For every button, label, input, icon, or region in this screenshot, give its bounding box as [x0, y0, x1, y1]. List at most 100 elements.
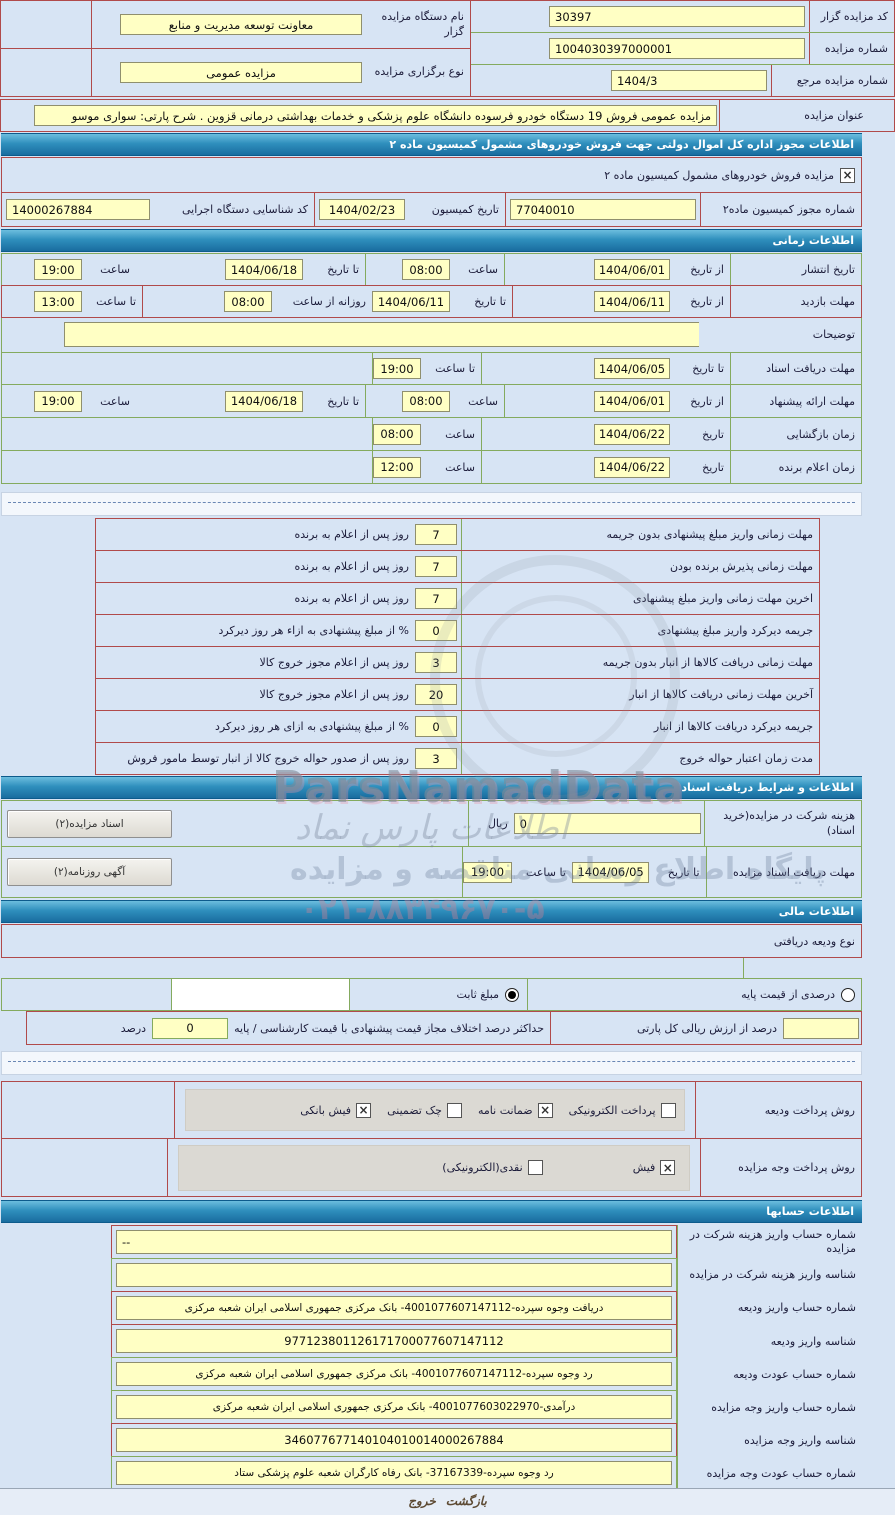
- opening-row: زمان بازگشایی تاریخ 1404/06/22 ساعت 08:0…: [2, 418, 861, 451]
- deadline-value-input[interactable]: 3: [415, 748, 457, 769]
- permit-no-input[interactable]: 77040010: [510, 199, 696, 220]
- madde2-checkbox[interactable]: ×: [840, 167, 855, 183]
- auction-docs-button[interactable]: اسناد مزایده(۲): [7, 809, 173, 838]
- account-value-input[interactable]: رد وجوه سپرده-37167339- بانک رفاه کارگرا…: [116, 1461, 672, 1485]
- secured-check-label: چک تضمینی: [387, 1103, 442, 1117]
- maxdiff-input[interactable]: 0: [152, 1017, 229, 1039]
- deadline-value-input[interactable]: 20: [415, 684, 457, 705]
- secured-check-checkbox[interactable]: [447, 1102, 462, 1118]
- deadline-value-input[interactable]: 7: [415, 524, 457, 545]
- deposit-type-row: نوع ودیعه دریافتی: [1, 924, 862, 958]
- newspaper-ad-button[interactable]: آگهی روزنامه(۲): [7, 858, 173, 886]
- lot-percent-input[interactable]: [783, 1017, 859, 1039]
- deadline-label: اخرین مهلت زمانی واریز مبلغ پیشنهادی: [461, 583, 819, 614]
- docs-table: هزینه شرکت در مزایده(خرید اسناد) 0 ریال …: [1, 800, 862, 898]
- header-right-table: کد مزایده گزار 30397 شماره مزایده 100403…: [470, 0, 895, 97]
- deadline-value-input[interactable]: 3: [415, 652, 457, 673]
- deadline-value-input[interactable]: 7: [415, 588, 457, 609]
- account-value-input[interactable]: 977123801126171700077607147112: [116, 1329, 672, 1353]
- deadline-row: جریمه دیرکرد دریافت کالاها از انبار 0 % …: [95, 710, 820, 743]
- lot-percent-label: درصد از ارزش ریالی کل پارتی: [550, 1012, 783, 1044]
- account-label: شماره حساب عودت ودیعه: [677, 1357, 862, 1391]
- docs-date-input[interactable]: 1404/06/05: [571, 861, 650, 883]
- deadline-suffix: روز پس از اعلام مجوز خروج کالا: [259, 656, 410, 669]
- slip-checkbox[interactable]: ×: [660, 1160, 676, 1175]
- docs-hour-input[interactable]: 19:00: [463, 861, 512, 883]
- deadline-value-input[interactable]: 0: [415, 620, 457, 641]
- winner-hour-input[interactable]: 12:00: [373, 456, 421, 478]
- deadline-suffix: روز پس از صدور حواله خروج کالا از انبار …: [127, 752, 409, 765]
- offer-tohour-input[interactable]: 19:00: [34, 390, 82, 412]
- notes-input[interactable]: [64, 322, 699, 347]
- publish-from-input[interactable]: 1404/06/01: [594, 259, 670, 280]
- fee-row: هزینه شرکت در مزایده(خرید اسناد) 0 ریال …: [2, 801, 861, 847]
- account-value-input[interactable]: [116, 1263, 672, 1287]
- offer-label: مهلت ارائه پیشنهاد: [769, 394, 855, 408]
- commission-date-input[interactable]: 1404/02/23: [319, 199, 405, 220]
- publish-hour-input[interactable]: 08:00: [402, 259, 450, 280]
- guarantee-letter-checkbox[interactable]: ×: [537, 1102, 553, 1118]
- exit-link[interactable]: خروج: [408, 1494, 436, 1508]
- deadline-rows: مهلت زمانی واریز مبلغ پیشنهادی بدون جریم…: [0, 518, 895, 775]
- pay-method-row: روش پرداخت وجه مزایده × فیش نقدی(الکترون…: [1, 1139, 862, 1197]
- deadline-value-input[interactable]: 7: [415, 556, 457, 577]
- auction-no-input[interactable]: 1004030397000001: [549, 38, 805, 59]
- percent-row: درصد از ارزش ریالی کل پارتی حداکثر درصد …: [26, 1011, 862, 1045]
- bank-slip-label: فیش بانکی: [300, 1103, 352, 1117]
- publish-tohour-label: ساعت: [100, 263, 130, 276]
- doc-deadline-date-input[interactable]: 1404/06/05: [594, 358, 670, 379]
- doc-deadline-hour-input[interactable]: 19:00: [373, 358, 421, 379]
- visit-row: مهلت بازدید از تاریخ 1404/06/11 تا تاریخ…: [1, 285, 862, 318]
- account-value-input[interactable]: رد وجوه سپرده-4001077607147112- بانک مرک…: [116, 1362, 672, 1386]
- account-label: شماره حساب واریز وجه مزایده: [677, 1390, 862, 1424]
- deposit-method-label: روش پرداخت ودیعه: [694, 1082, 861, 1138]
- opening-date-input[interactable]: 1404/06/22: [594, 423, 670, 445]
- permit-no-label: شماره مجوز کمیسیون ماده۲: [700, 193, 861, 226]
- accounts-section-bar: اطلاعات حسابها: [1, 1200, 862, 1223]
- exec-code-input[interactable]: 14000267884: [6, 199, 150, 220]
- account-label: شماره حساب واریز ودیعه: [677, 1291, 862, 1325]
- percent-of-base-radio[interactable]: [841, 987, 855, 1002]
- opening-hour-input[interactable]: 08:00: [373, 423, 421, 445]
- ref-no-input[interactable]: 1404/3: [611, 70, 767, 91]
- winner-row: زمان اعلام برنده تاریخ 1404/06/22 ساعت 1…: [2, 451, 861, 483]
- account-value-input[interactable]: دریافت وجوه سپرده-4001077607147112- بانک…: [116, 1296, 672, 1320]
- auction-title-input[interactable]: مزایده عمومی فروش 19 دستگاه خودرو فرسوده…: [34, 105, 717, 126]
- fee-unit-label: ریال: [487, 817, 508, 830]
- account-label: شناسه واریز ودیعه: [677, 1324, 862, 1358]
- visit-to-input[interactable]: 1404/06/11: [372, 291, 450, 312]
- account-value-input[interactable]: 346077677140104010014000267884: [116, 1428, 672, 1452]
- offer-to-label: تا تاریخ: [327, 394, 359, 408]
- deadline-value-input[interactable]: 0: [415, 716, 457, 737]
- account-label: شماره حساب واریز هزینه شرکت در مزایده: [677, 1225, 862, 1259]
- offer-to-input[interactable]: 1404/06/18: [225, 390, 303, 412]
- org-name-input[interactable]: معاونت توسعه مدیریت و منابع: [120, 14, 362, 35]
- deadline-suffix: روز پس از اعلام مجوز خروج کالا: [259, 688, 410, 701]
- opening-hour-label: ساعت: [445, 427, 475, 441]
- offer-from-input[interactable]: 1404/06/01: [594, 390, 670, 412]
- account-value-input[interactable]: درآمدی-4001077603022970- بانک مرکزی جمهو…: [116, 1395, 672, 1419]
- publish-tohour-input[interactable]: 19:00: [34, 259, 82, 280]
- fixed-amount-input[interactable]: [171, 979, 349, 1010]
- account-value-input[interactable]: --: [116, 1230, 672, 1254]
- visit-daily-input[interactable]: 08:00: [224, 291, 272, 312]
- back-link[interactable]: بازگشت: [445, 1494, 487, 1508]
- cash-electronic-checkbox[interactable]: [527, 1160, 543, 1175]
- winner-date-input[interactable]: 1404/06/22: [594, 456, 670, 478]
- fee-input[interactable]: 0: [513, 813, 701, 834]
- offer-hour-input[interactable]: 08:00: [402, 390, 450, 412]
- doc-deadline-label: مهلت دریافت اسناد: [766, 362, 855, 375]
- electronic-payment-checkbox[interactable]: [660, 1102, 676, 1118]
- publish-to-input[interactable]: 1404/06/18: [225, 259, 303, 280]
- auctioneer-code-input[interactable]: 30397: [549, 6, 805, 27]
- visit-tohour-input[interactable]: 13:00: [34, 291, 82, 312]
- publish-from-label: از تاریخ: [670, 254, 731, 285]
- visit-from-input[interactable]: 1404/06/11: [594, 291, 670, 312]
- bank-slip-checkbox[interactable]: ×: [356, 1102, 372, 1118]
- account-label: شناسه واریز وجه مزایده: [677, 1423, 862, 1457]
- deadline-label: مهلت زمانی پذیرش برنده بودن: [461, 551, 819, 582]
- fixed-amount-radio[interactable]: [505, 987, 519, 1002]
- publish-row: تاریخ انتشار از تاریخ 1404/06/01 ساعت 08…: [2, 254, 861, 286]
- auction-type-input[interactable]: مزایده عمومی: [120, 62, 362, 83]
- electronic-payment-label: پرداخت الکترونیکی: [568, 1103, 656, 1117]
